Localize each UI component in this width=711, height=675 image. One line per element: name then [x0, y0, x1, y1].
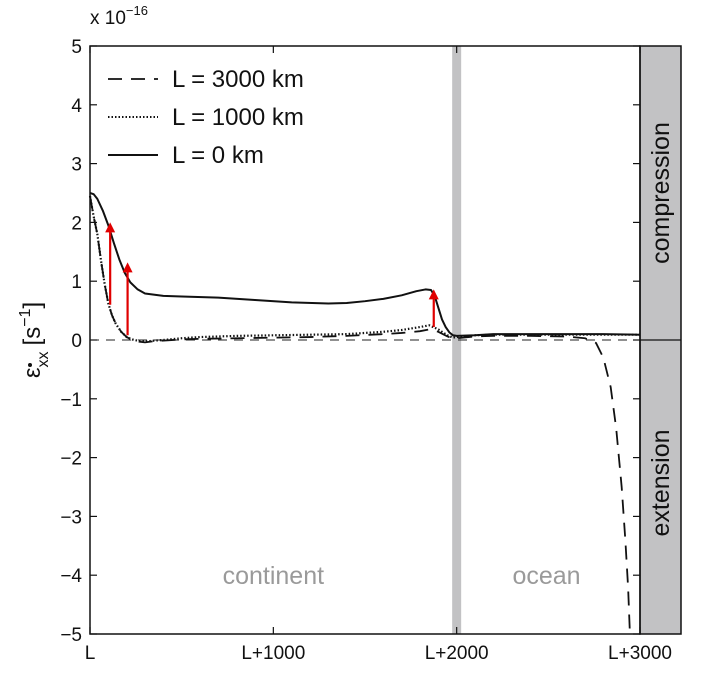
x-tick-label: L+3000 [608, 643, 672, 664]
y-label-dot [28, 363, 32, 367]
legend: L = 3000 km L = 1000 km L = 0 km [108, 66, 304, 169]
strain-arrow [122, 262, 133, 336]
y-tick-label: −1 [60, 390, 82, 411]
y-multiplier-base: x 10 [90, 8, 126, 29]
y-label-subscript: xx [35, 351, 52, 367]
legend-label-1000: L = 1000 km [172, 104, 304, 131]
series-line-solid [89, 192, 641, 337]
legend-label-3000: L = 3000 km [172, 66, 304, 93]
y-tick-label: 1 [71, 272, 82, 293]
y-label-unit-open: [s [19, 327, 46, 346]
y-tick-label: 3 [71, 155, 82, 176]
strain-arrow [105, 222, 116, 305]
y-tick-label: −4 [60, 566, 82, 587]
y-axis-label: εxx [s−1] [17, 302, 52, 378]
series-line-dotted [88, 195, 640, 343]
y-multiplier: x 10−16 [90, 3, 148, 29]
y-tick-label: 4 [71, 96, 82, 117]
continent-ocean-boundary-band [452, 46, 462, 634]
x-tick-label: L+1000 [241, 643, 305, 664]
y-label-symbol: ε [19, 367, 46, 378]
y-tick-label: 2 [71, 213, 82, 234]
region-label-ocean: ocean [512, 562, 580, 590]
y-multiplier-exponent: −16 [126, 3, 148, 18]
region-label-continent: continent [223, 562, 325, 590]
strain-arrow [428, 289, 439, 328]
y-tick-label: 5 [71, 37, 82, 58]
series-layer [88, 192, 641, 635]
x-tick-label: L [85, 643, 96, 664]
side-label-extension: extension [647, 429, 675, 536]
svg-text:εxx[s−1]: εxx [s−1] [17, 302, 52, 378]
x-tick-label: L+2000 [425, 643, 489, 664]
side-label-compression: compression [647, 122, 675, 264]
legend-label-0: L = 0 km [172, 142, 264, 169]
y-label-unit-exp: −1 [17, 308, 34, 326]
y-tick-label: −5 [60, 625, 82, 646]
y-tick-label: −3 [60, 507, 82, 528]
arrow-layer [105, 222, 439, 336]
y-tick-label: 0 [71, 331, 82, 352]
y-tick-label: −2 [60, 449, 82, 470]
tick-layer: L L+1000 L+2000 L+3000 5 4 3 2 1 0 −1 −2 −3 −4 −5 [60, 37, 672, 664]
y-label-unit-close: ] [19, 302, 46, 309]
series-line-dashed [89, 195, 631, 635]
